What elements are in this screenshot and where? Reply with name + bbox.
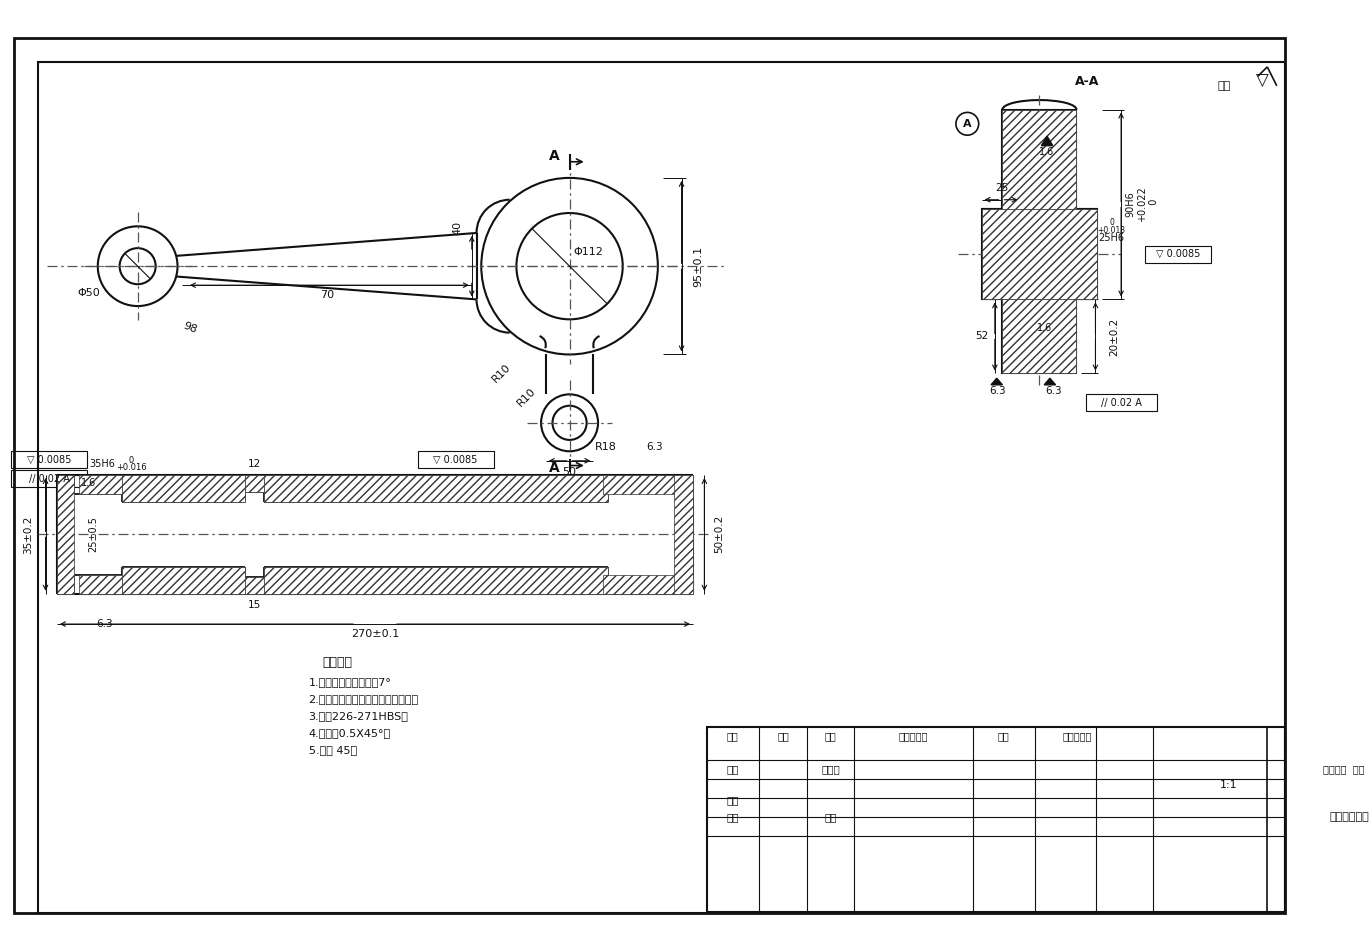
Bar [602,476,693,494]
Text: 35H6: 35H6 [89,458,115,469]
Text: Φ112: Φ112 [574,247,604,257]
Bar [245,476,264,492]
Text: A: A [549,149,560,163]
Text: 批准: 批准 [824,812,836,822]
Text: 0: 0 [129,456,134,465]
Text: ▽ 0.0085: ▽ 0.0085 [1155,249,1201,260]
Text: R10: R10 [490,362,512,384]
Text: 1.6: 1.6 [81,477,96,488]
Text: 52: 52 [975,332,988,341]
Text: 技术要求: 技术要求 [322,656,352,670]
Text: R18: R18 [594,441,616,452]
Bar [602,574,693,593]
Text: // 0.02 A: // 0.02 A [1101,398,1142,408]
Bar [1002,300,1076,374]
Text: 1.6: 1.6 [1039,147,1054,157]
Text: ▽ 0.0085: ▽ 0.0085 [434,455,478,465]
Text: 25H6: 25H6 [1098,233,1124,243]
Text: 数量: 数量 [778,731,789,741]
Text: 50±0.2: 50±0.2 [715,515,724,553]
Text: 2.调质不得有氧化皮，允许有轻微。: 2.调质不得有氧化皮，允许有轻微。 [308,694,419,704]
Text: 70: 70 [320,290,334,300]
Text: 4.未注倒0.5X45°。: 4.未注倒0.5X45°。 [308,728,390,738]
Bar [79,574,122,593]
Text: 35±0.2: 35±0.2 [23,515,33,553]
Bar [418,452,494,469]
Text: 25±0.5: 25±0.5 [88,516,99,553]
Text: 1.6: 1.6 [1036,323,1051,333]
Polygon shape [991,378,1002,385]
Text: +0.016: +0.016 [116,463,146,472]
Text: 6.3: 6.3 [646,441,664,452]
Text: 6.3: 6.3 [96,619,112,629]
Text: 40: 40 [453,222,463,235]
Text: 标准化: 标准化 [821,765,841,774]
Bar [11,452,88,469]
Text: 98: 98 [181,320,199,335]
Text: 更改文件号: 更改文件号 [898,731,928,741]
Text: 分区: 分区 [824,731,836,741]
Bar [264,567,608,593]
Text: 50: 50 [563,467,576,477]
Text: 20±0.2: 20±0.2 [1109,318,1120,356]
Bar [1002,109,1076,209]
Bar [1144,245,1212,262]
Text: 年、月、日: 年、月、日 [1062,731,1092,741]
Bar [1002,109,1076,209]
Bar [708,727,1285,912]
Text: 15: 15 [248,600,261,611]
Text: 1:1: 1:1 [1220,781,1238,790]
Text: 3.硬度226-271HBS。: 3.硬度226-271HBS。 [308,711,408,721]
Polygon shape [1042,136,1053,146]
Bar [1086,395,1157,412]
Bar [122,476,245,501]
Text: 90H6
+0.022
  0: 90H6 +0.022 0 [1125,186,1158,223]
Text: A: A [962,119,972,128]
Text: 设计: 设计 [727,765,739,774]
Bar [57,476,74,593]
Text: ▽: ▽ [1257,72,1269,90]
Text: 5.材料 45。: 5.材料 45。 [308,746,357,755]
Text: 签名: 签名 [998,731,1009,741]
Polygon shape [1045,378,1055,385]
Bar [982,209,1098,300]
Bar [79,476,122,494]
Bar [245,576,264,593]
Bar [264,476,608,501]
Text: Φ50: Φ50 [77,288,100,298]
Bar [674,476,693,593]
Text: 270±0.1: 270±0.1 [350,629,400,638]
Text: R10: R10 [516,386,538,408]
Bar [982,209,1098,300]
Text: 1.锻造拔模斜度不大于7°: 1.锻造拔模斜度不大于7° [308,677,392,687]
Bar [122,567,245,593]
Text: 审查登记  重量  比例: 审查登记 重量 比例 [1322,765,1369,774]
Text: 0: 0 [1109,218,1114,227]
Text: +0.013: +0.013 [1098,225,1125,235]
Text: 审核: 审核 [727,795,739,805]
Text: 12: 12 [248,458,261,469]
Text: 25: 25 [995,184,1008,193]
Text: 标记: 标记 [727,731,739,741]
Text: 其余: 其余 [1218,81,1231,91]
Text: A: A [549,461,560,476]
Text: ▽ 0.0085: ▽ 0.0085 [27,455,71,465]
Text: 6.3: 6.3 [990,385,1006,396]
Text: // 0.02 A: // 0.02 A [29,474,70,484]
Text: 夹　装　算　装: 夹 装 算 装 [1329,812,1369,822]
Bar [1002,300,1076,374]
Text: A-A: A-A [1075,74,1099,87]
Bar [11,471,88,487]
Text: 6.3: 6.3 [1046,385,1062,396]
Text: 工艺: 工艺 [727,812,739,822]
Text: 95±0.1: 95±0.1 [694,245,704,287]
